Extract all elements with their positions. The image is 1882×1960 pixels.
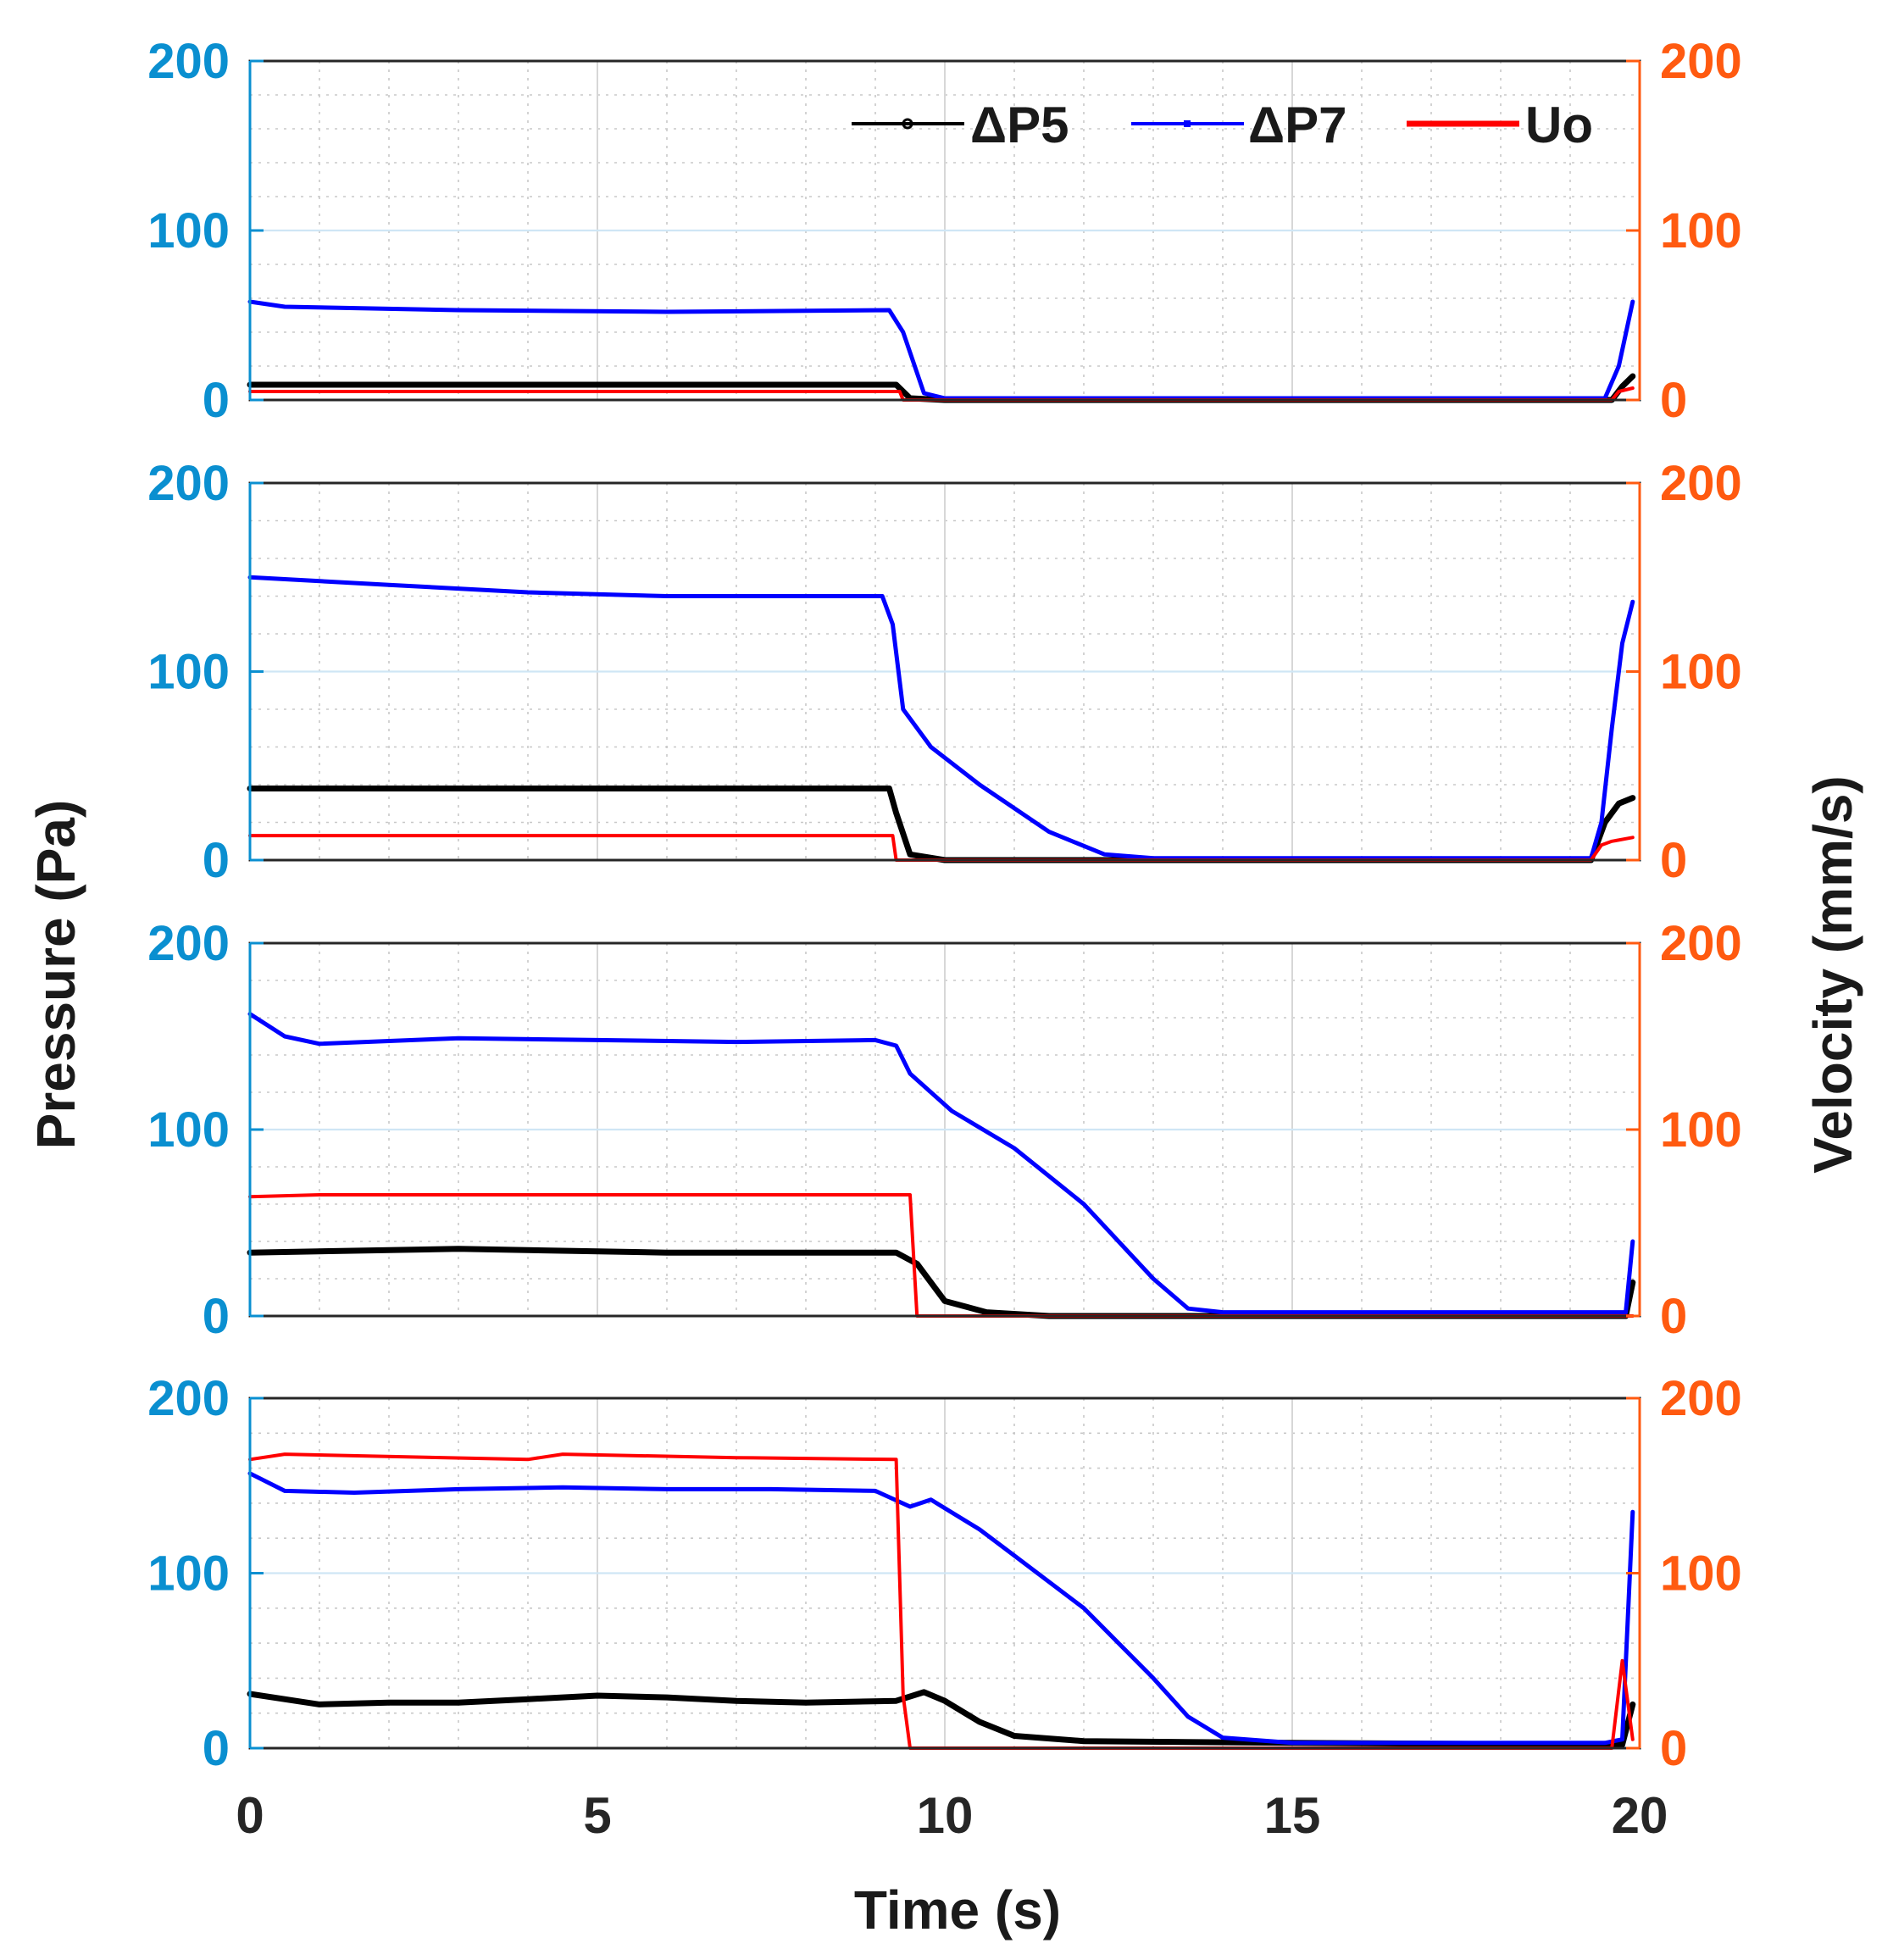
panel-1: 0 100 200 0 100 200 bbox=[147, 34, 1742, 428]
series-dp7-line bbox=[247, 1012, 1635, 1315]
y-right-axis-title: Velocity (mm/s) bbox=[1802, 775, 1863, 1174]
y-right-tick-label: 100 bbox=[1660, 645, 1742, 700]
legend-dp7-marker bbox=[1184, 120, 1191, 127]
y-left-tick-label: 100 bbox=[147, 645, 230, 700]
series-uo-line bbox=[248, 1452, 1635, 1750]
y-right-tick-label: 100 bbox=[1660, 1546, 1742, 1602]
y-right-tick-label: 100 bbox=[1660, 1102, 1742, 1158]
panel-4: 0 100 200 0 100 200 bbox=[147, 1371, 1742, 1776]
legend-dp7-label: ΔP7 bbox=[1248, 97, 1347, 153]
x-tick-label: 15 bbox=[1264, 1787, 1321, 1844]
legend-dp5-marker bbox=[902, 118, 913, 130]
y-left-tick-label: 200 bbox=[147, 1371, 230, 1426]
y-right-tick-label: 0 bbox=[1660, 373, 1687, 428]
series-dp5-line bbox=[247, 1246, 1636, 1319]
x-tick-label: 10 bbox=[917, 1787, 974, 1844]
chart-panels: 0 100 200 0 100 200 0 100 200 0 100 200 0 100 200 0 100 2… bbox=[147, 34, 1742, 1776]
y-left-tick-label: 200 bbox=[147, 916, 230, 971]
x-axis-title: Time (s) bbox=[854, 1879, 1061, 1941]
series-dp7-line bbox=[247, 1471, 1635, 1746]
legend: ΔP5 ΔP7 Uo bbox=[852, 97, 1593, 153]
series-dp7-line bbox=[247, 575, 1635, 861]
y-left-tick-label: 100 bbox=[147, 1546, 230, 1602]
y-left-tick-label: 0 bbox=[203, 1721, 230, 1776]
panel-2: 0 100 200 0 100 200 bbox=[147, 456, 1742, 888]
y-right-tick-label: 200 bbox=[1660, 456, 1742, 511]
x-tick-label: 0 bbox=[236, 1787, 264, 1844]
y-right-tick-label: 200 bbox=[1660, 34, 1742, 89]
x-tick-label: 5 bbox=[583, 1787, 611, 1844]
y-left-tick-label: 0 bbox=[203, 833, 230, 888]
x-axis-ticks: 0 5 10 15 20 bbox=[236, 1787, 1668, 1844]
y-left-tick-label: 0 bbox=[203, 373, 230, 428]
y-right-tick-label: 0 bbox=[1660, 1721, 1687, 1776]
y-left-tick-label: 0 bbox=[203, 1289, 230, 1344]
y-left-tick-label: 200 bbox=[147, 456, 230, 511]
series-dp5-line bbox=[247, 786, 1636, 863]
y-right-tick-label: 200 bbox=[1660, 1371, 1742, 1426]
y-left-tick-label: 100 bbox=[147, 1102, 230, 1158]
y-right-tick-label: 0 bbox=[1660, 1289, 1687, 1344]
legend-dp5-label: ΔP5 bbox=[970, 97, 1069, 153]
panel-3: 0 100 200 0 100 200 bbox=[147, 916, 1742, 1344]
y-right-tick-label: 200 bbox=[1660, 916, 1742, 971]
y-right-tick-label: 0 bbox=[1660, 833, 1687, 888]
legend-uo-label: Uo bbox=[1525, 97, 1593, 153]
y-left-tick-label: 100 bbox=[147, 203, 230, 258]
y-left-axis-title: Pressure (Pa) bbox=[25, 800, 86, 1150]
series-dp7-line bbox=[247, 299, 1635, 401]
x-tick-label: 20 bbox=[1612, 1787, 1668, 1844]
y-left-tick-label: 200 bbox=[147, 34, 230, 89]
y-right-tick-label: 100 bbox=[1660, 203, 1742, 258]
series-dp5-line bbox=[247, 1689, 1636, 1748]
